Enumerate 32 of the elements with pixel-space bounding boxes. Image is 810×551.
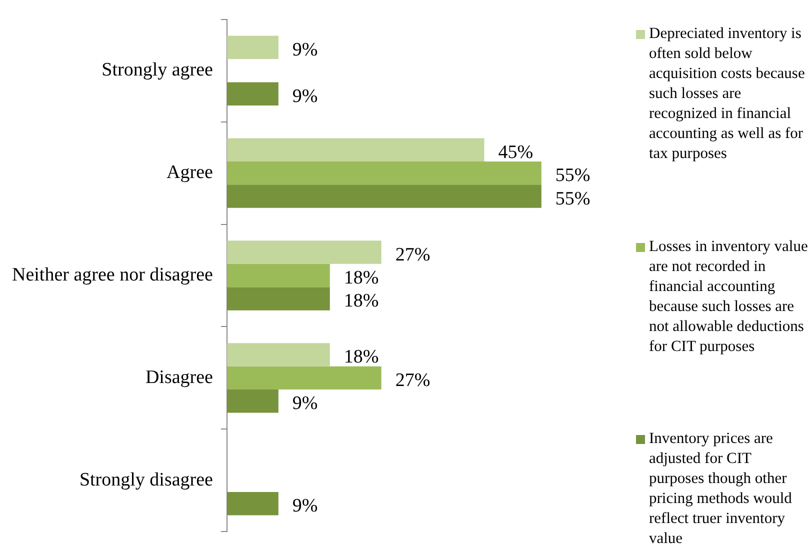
bar <box>226 390 278 413</box>
bar <box>226 366 382 390</box>
data-label: 18% <box>344 346 379 368</box>
legend-label: Losses in inventory value are not recorded in financial accounting because such losses are not allowable deductions for CIT purposes <box>649 236 808 356</box>
data-label: 27% <box>395 370 430 391</box>
bar <box>226 287 330 310</box>
data-label: 55% <box>555 188 590 210</box>
data-label: 45% <box>498 142 534 163</box>
data-label: 9% <box>292 39 318 60</box>
y-tick-label: Neither agree nor disagree <box>12 264 213 286</box>
legend-label: Depreciated inventory is often sold below acquisition costs because such losses are recognized in financial accounting as well as for tax purposes <box>649 24 806 164</box>
y-tick-label: Strongly disagree <box>79 469 213 490</box>
data-label: 18% <box>344 290 379 312</box>
y-tick-label: Agree <box>166 162 213 184</box>
y-tick-label: Strongly agree <box>102 60 213 81</box>
data-label: 18% <box>344 267 379 288</box>
legend-label: Inventory prices are adjusted for CIT purposes though other pricing methods would reflect truer inventory value <box>649 429 793 549</box>
data-label: 9% <box>292 393 318 414</box>
bar <box>226 161 542 185</box>
data-label: 9% <box>292 496 318 517</box>
bar <box>226 138 484 162</box>
bar <box>226 184 542 208</box>
data-label: 55% <box>555 165 590 186</box>
bar <box>226 82 278 106</box>
y-tick-label: Disagree <box>145 366 213 388</box>
bar <box>226 240 382 264</box>
bar <box>226 36 278 60</box>
bar <box>226 343 330 366</box>
bar <box>226 264 330 288</box>
data-label: 27% <box>395 244 430 266</box>
data-label: 9% <box>292 86 318 107</box>
bar <box>226 492 278 516</box>
